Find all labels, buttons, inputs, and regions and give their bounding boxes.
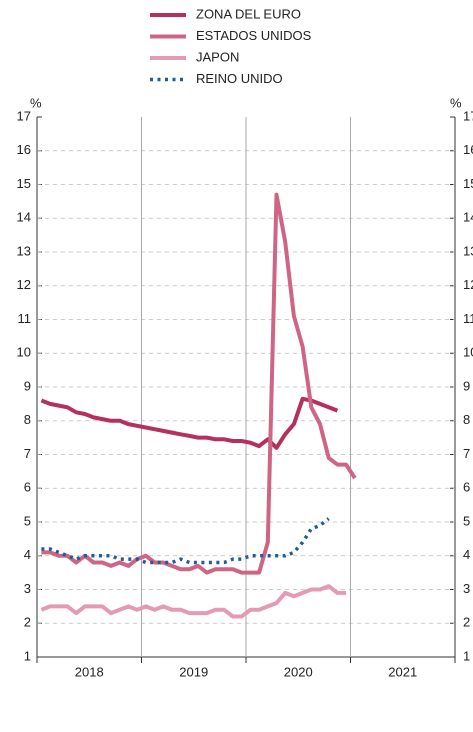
y-tick-label: 2 [24, 615, 31, 630]
x-tick-label: 2018 [75, 664, 104, 679]
y-tick-label-right: 6 [463, 480, 470, 495]
y-tick-label-right: 15 [463, 176, 473, 191]
y-tick-label: 17 [17, 108, 31, 123]
y-tick-label: 14 [17, 210, 31, 225]
x-tick-label: 2021 [388, 664, 417, 679]
x-tick-label: 2019 [179, 664, 208, 679]
y-tick-label-right: 16 [463, 142, 473, 157]
y-tick-label: 8 [24, 412, 31, 427]
y-tick-label: 4 [24, 547, 31, 562]
y-tick-label: 3 [24, 581, 31, 596]
y-tick-label: 13 [17, 243, 31, 258]
y-tick-label-right: 13 [463, 243, 473, 258]
y-unit: % [30, 95, 42, 110]
y-tick-label-right: 11 [463, 311, 473, 326]
y-tick-label-right: 4 [463, 547, 470, 562]
legend-label: ESTADOS UNIDOS [196, 28, 312, 43]
legend-label: JAPON [196, 49, 239, 64]
series-line [40, 396, 339, 450]
series-line [40, 584, 347, 619]
series-line [41, 192, 357, 575]
y-tick-label-right: 17 [463, 108, 473, 123]
y-tick-label-right: 10 [463, 345, 473, 360]
y-tick-label: 10 [17, 345, 31, 360]
y-tick-label-right: 8 [463, 412, 470, 427]
y-tick-label: 11 [18, 311, 32, 326]
y-unit-right: % [450, 95, 462, 110]
y-tick-label-right: 12 [463, 277, 473, 292]
y-tick-label: 15 [17, 176, 31, 191]
legend-label: ZONA DEL EURO [196, 6, 301, 21]
y-tick-label: 6 [24, 480, 31, 495]
legend-label: REINO UNIDO [196, 71, 283, 86]
y-tick-label-right: 3 [463, 581, 470, 596]
y-tick-label-right: 1 [463, 648, 470, 663]
y-tick-label: 1 [24, 648, 31, 663]
y-tick-label-right: 14 [463, 210, 473, 225]
y-tick-label: 12 [17, 277, 31, 292]
y-tick-label-right: 9 [463, 378, 470, 393]
x-tick-label: 2020 [284, 664, 313, 679]
y-tick-label: 16 [17, 142, 31, 157]
series-line [41, 517, 330, 565]
y-tick-label: 5 [24, 513, 31, 528]
y-tick-label-right: 2 [463, 615, 470, 630]
y-tick-label-right: 5 [463, 513, 470, 528]
y-tick-label: 7 [24, 446, 31, 461]
y-tick-label-right: 7 [463, 446, 470, 461]
y-tick-label: 9 [24, 378, 31, 393]
